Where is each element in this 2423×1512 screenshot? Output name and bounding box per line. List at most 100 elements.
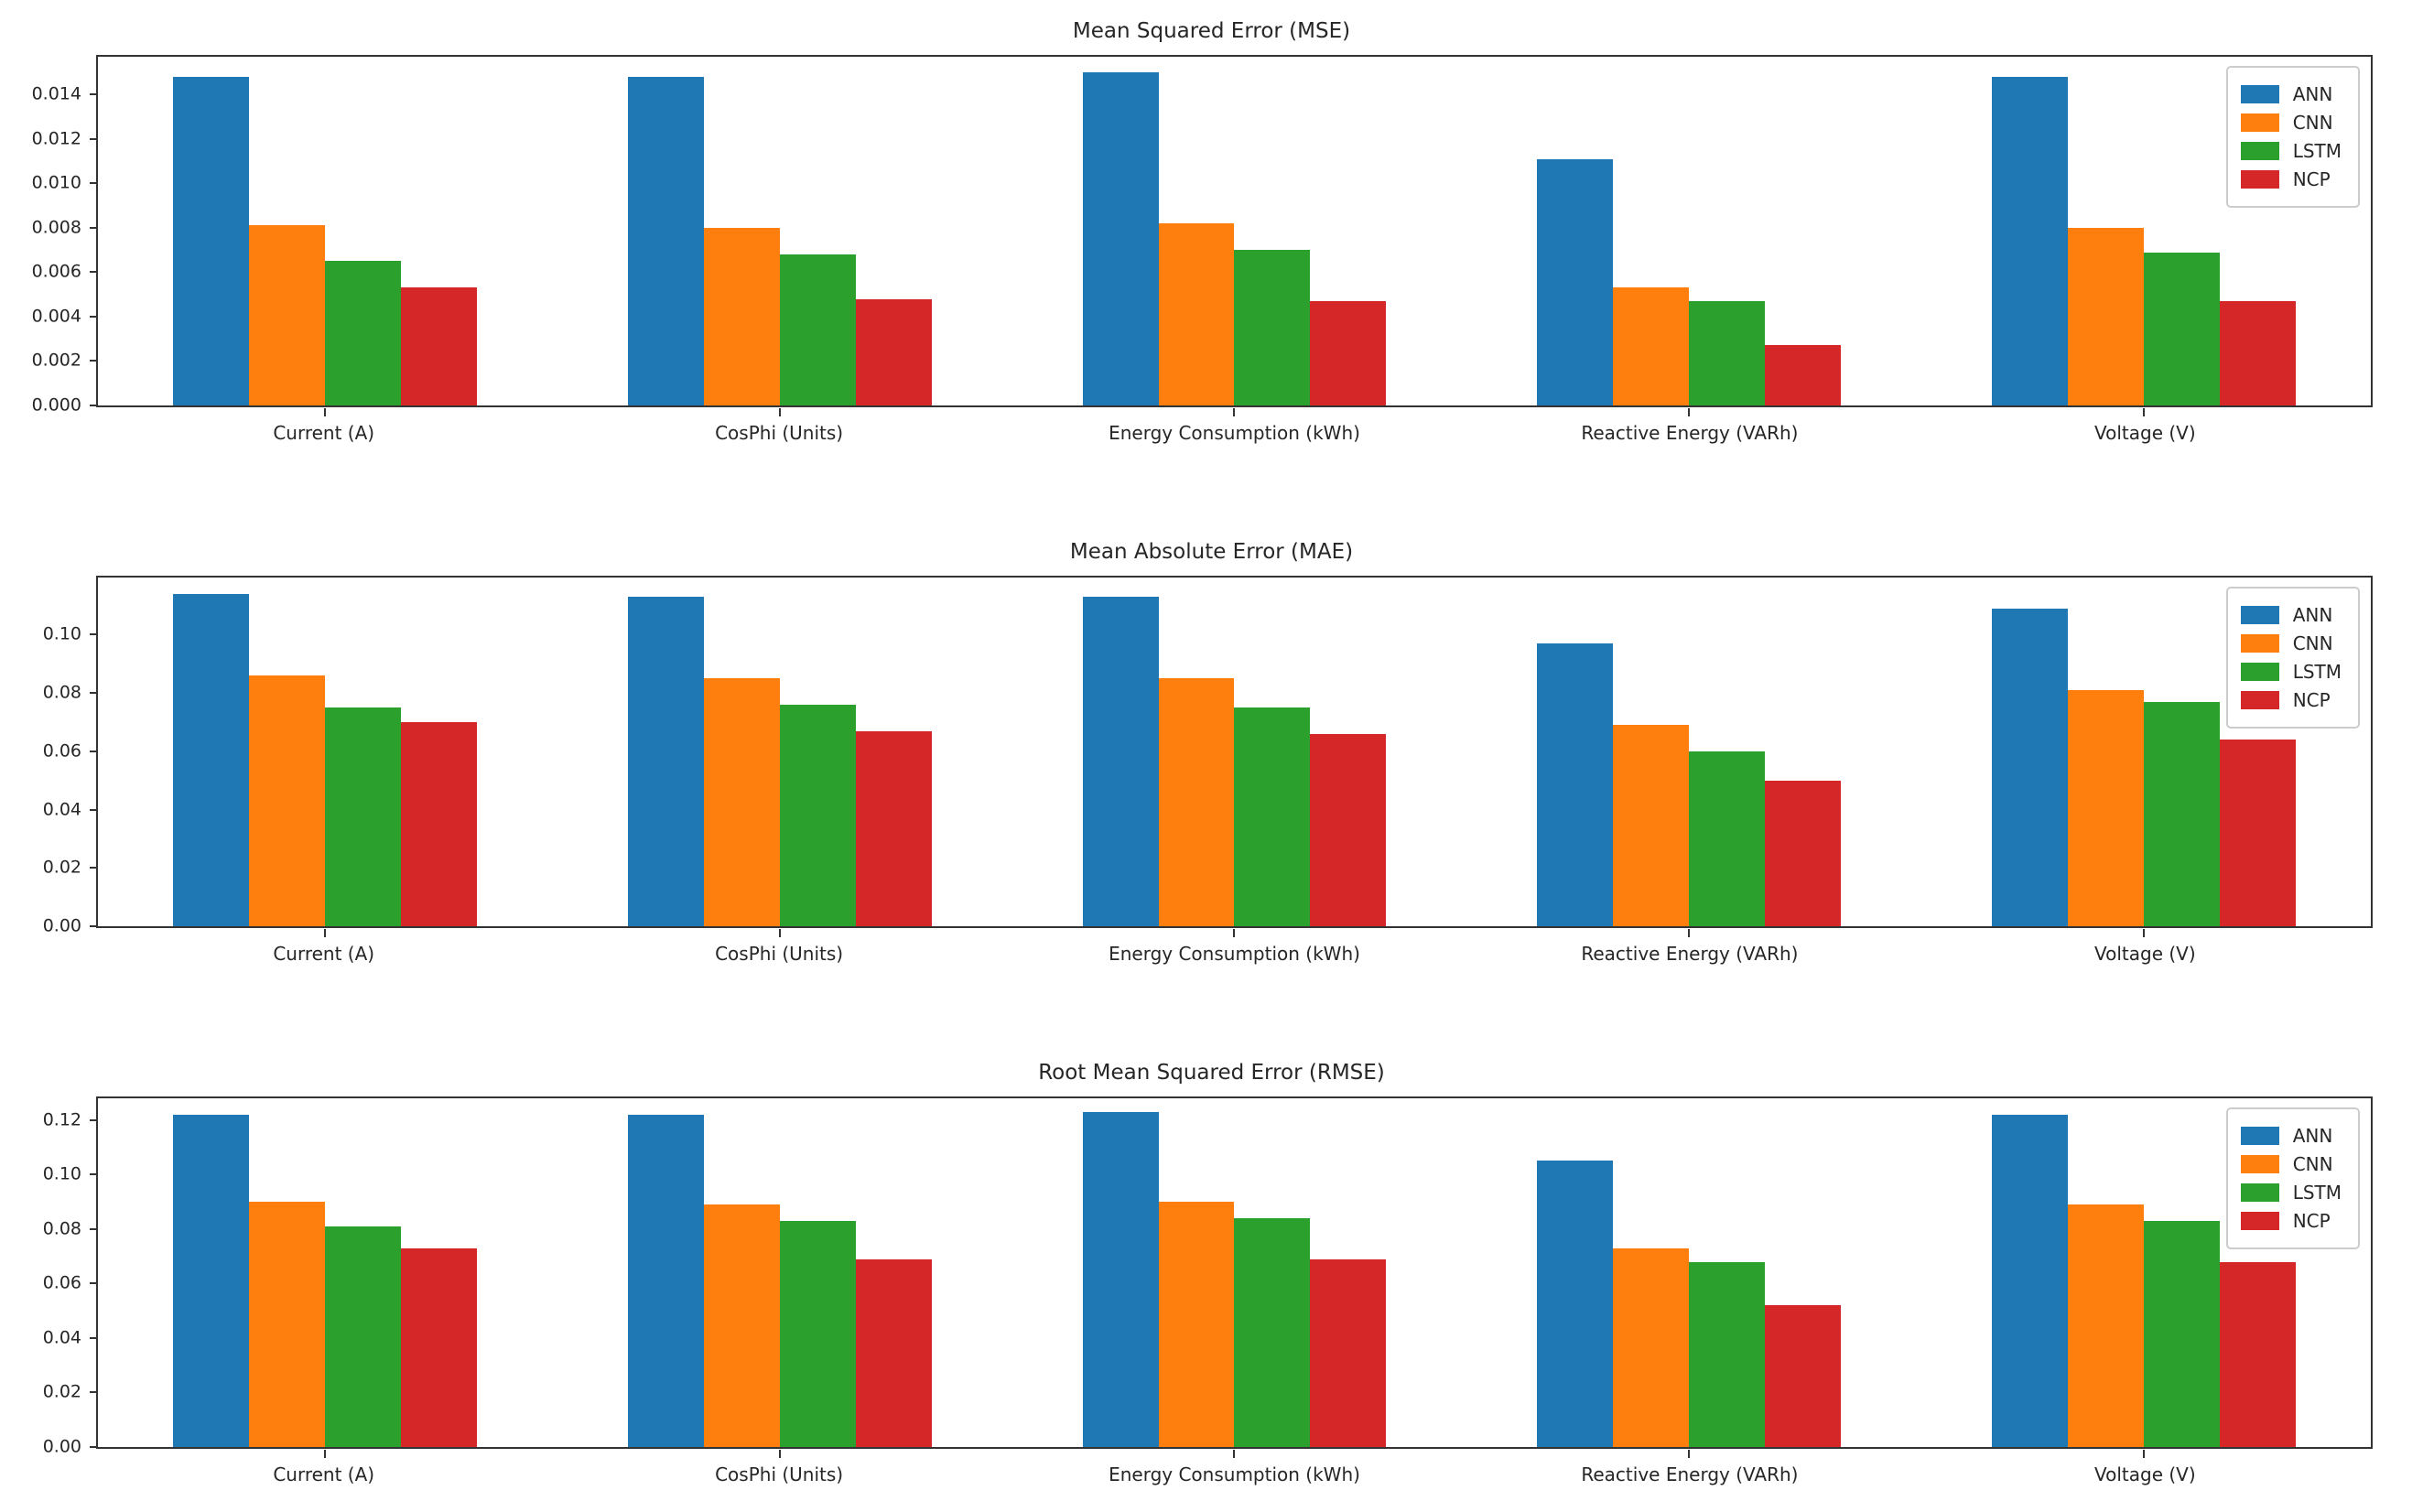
bar-lstm-reactive-energy-varh [1689,300,1765,405]
chart-rmse: Root Mean Squared Error (RMSE) ANN CNN LST… [0,1049,2423,1485]
y-tick-label: 0.012 [31,128,81,149]
legend-entry-ann: ANN [2240,604,2342,626]
y-tick-label: 0.04 [42,1327,81,1348]
y-tick-label: 0.008 [31,217,81,238]
bar-group-reactive-energy-varh [1462,578,1917,937]
legend-label-ann: ANN [2292,1125,2333,1147]
bar-cnn-energy-consumption-kwh [1158,678,1235,926]
bar-groups-mae [98,578,2371,937]
bar-cnn-reactive-energy-varh [1613,725,1690,926]
chart-title-rmse: Root Mean Squared Error (RMSE) [1038,1061,1385,1085]
bar-group-energy-consumption-kwh [1007,578,1462,937]
bar-group-current-a [98,578,553,937]
x-tick-mark [2142,1450,2145,1458]
bar-lstm-energy-consumption-kwh [1234,250,1311,405]
y-tick-mark [90,271,98,274]
x-tick-mark [1233,929,1236,937]
bar-ncp-energy-consumption-kwh [1310,1258,1387,1447]
x-category-label-current-a: Current (A) [273,943,375,965]
x-category-label-energy-consumption-kwh: Energy Consumption (kWh) [1109,1463,1360,1485]
bar-ann-energy-consumption-kwh [1082,1111,1159,1447]
legend-label-ann: ANN [2292,83,2333,105]
bar-ncp-energy-consumption-kwh [1310,733,1387,926]
legend-entry-cnn: CNN [2240,112,2342,134]
bar-cnn-reactive-energy-varh [1613,287,1690,405]
x-tick-mark [324,1450,327,1458]
y-tick-label: 0.02 [42,857,81,878]
bar-group-reactive-energy-varh [1462,57,1917,416]
y-tick-label: 0.006 [31,261,81,282]
y-tick-mark [90,360,98,362]
x-axis-labels-rmse: Current (A) CosPhi (Units) Energy Consumpt… [96,1449,2373,1485]
legend-color-patch-ncp [2240,170,2279,189]
y-tick-mark [90,692,98,695]
bar-lstm-voltage-v [2143,1220,2220,1447]
y-tick-mark [90,1336,98,1339]
y-tick-label: 0.002 [31,350,81,371]
legend-color-patch-lstm [2240,1183,2279,1202]
x-category-label-reactive-energy-varh: Reactive Energy (VARh) [1581,422,1799,444]
bar-lstm-cosphi-units [779,254,856,405]
bar-ann-cosphi-units [628,597,704,926]
bar-lstm-cosphi-units [779,704,856,926]
bar-ncp-voltage-v [2219,300,2296,405]
legend-color-patch-cnn [2240,1155,2279,1173]
bar-group-energy-consumption-kwh [1007,57,1462,416]
legend-label-lstm: LSTM [2292,140,2342,162]
y-tick-mark [90,1282,98,1285]
x-category-label-cosphi-units: CosPhi (Units) [715,943,844,965]
bar-cnn-reactive-energy-varh [1613,1247,1690,1447]
x-category-label-reactive-energy-varh: Reactive Energy (VARh) [1581,943,1799,965]
bar-ann-current-a [173,76,250,405]
bar-ann-current-a [173,1114,250,1447]
bar-ncp-voltage-v [2219,740,2296,926]
y-tick-mark [90,925,98,927]
bar-ann-cosphi-units [628,76,704,405]
y-tick-mark [90,1391,98,1394]
bar-cnn-energy-consumption-kwh [1158,223,1235,405]
bar-ann-reactive-energy-varh [1537,643,1614,926]
y-tick-label: 0.02 [42,1381,81,1402]
y-tick-label: 0.004 [31,306,81,327]
x-category-label-cosphi-units: CosPhi (Units) [715,1463,844,1485]
bar-cnn-current-a [249,1202,326,1447]
x-category-label-reactive-energy-varh: Reactive Energy (VARh) [1581,1463,1799,1485]
y-tick-mark [90,1227,98,1230]
legend-color-patch-cnn [2240,634,2279,653]
y-tick-mark [90,1118,98,1121]
y-tick-mark [90,1446,98,1448]
legend-label-cnn: CNN [2292,112,2333,134]
y-tick-label: 0.10 [42,623,81,644]
legend-label-lstm: LSTM [2292,1182,2342,1204]
chart-mae: Mean Absolute Error (MAE) ANN CNN LSTM NCP … [0,528,2423,965]
plot-area-mse: ANN CNN LSTM NCP 0.000 0.002 0.004 0.006 0.008 0… [32,55,2373,416]
bar-group-current-a [98,1098,553,1458]
legend-label-cnn: CNN [2292,1153,2333,1175]
bar-ann-voltage-v [1991,1114,2068,1447]
legend-entry-cnn: CNN [2240,1153,2342,1175]
legend-color-patch-ann [2240,606,2279,624]
legend-label-ncp: NCP [2292,1210,2331,1232]
x-category-label-cosphi-units: CosPhi (Units) [715,422,844,444]
bar-ann-voltage-v [1991,76,2068,405]
x-tick-mark [1233,408,1236,416]
y-tick-mark [90,1173,98,1176]
y-tick-label: 0.014 [31,83,81,104]
bar-group-voltage-v [1916,57,2371,416]
y-tick-label: 0.06 [42,740,81,761]
bar-ncp-voltage-v [2219,1261,2296,1447]
bar-group-energy-consumption-kwh [1007,1098,1462,1458]
y-tick-label: 0.00 [42,1436,81,1457]
x-tick-mark [1688,929,1691,937]
bar-lstm-energy-consumption-kwh [1234,707,1311,926]
y-tick-label: 0.08 [42,1218,81,1239]
bar-lstm-current-a [325,261,402,405]
x-category-label-voltage-v: Voltage (V) [2093,422,2196,444]
y-tick-label: 0.12 [42,1109,81,1130]
x-category-label-voltage-v: Voltage (V) [2093,943,2196,965]
x-axis-labels-mae: Current (A) CosPhi (Units) Energy Consumpt… [96,928,2373,965]
y-tick-mark [90,633,98,636]
y-tick-label: 0.00 [42,915,81,936]
bar-ncp-reactive-energy-varh [1765,1305,1841,1447]
y-tick-mark [90,137,98,140]
